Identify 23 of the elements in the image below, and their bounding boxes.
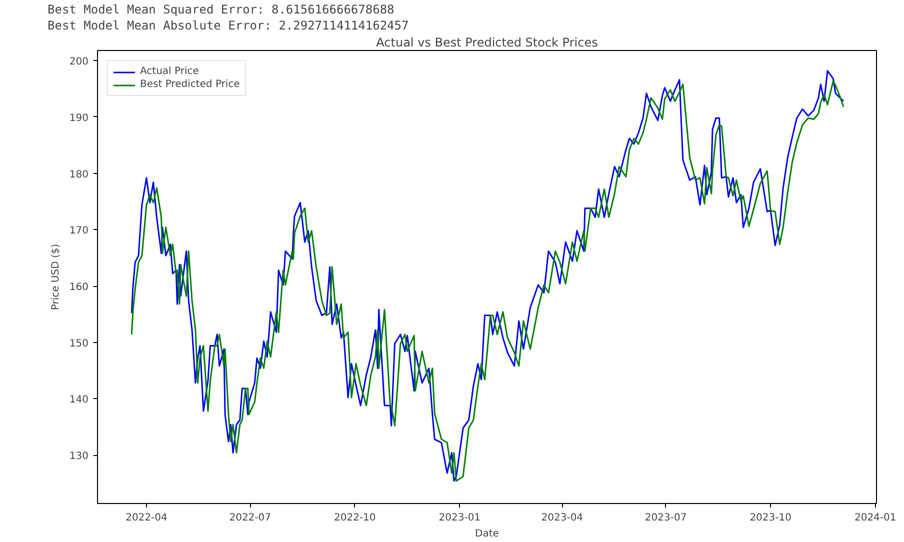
y-tick-label: 180: [69, 169, 89, 180]
y-tick-label: 200: [69, 56, 89, 68]
y-tick-label: 130: [69, 451, 89, 462]
x-tick-label: 2023-10: [750, 512, 792, 524]
y-tick-label: 160: [69, 282, 89, 294]
text: Best Model Mean Absolute Error: 2.2927114114162457: [48, 18, 409, 32]
y-tick-label: 150: [69, 338, 89, 350]
y-tick-label: 140: [69, 394, 89, 406]
legend-label: Best Predicted Price: [140, 79, 240, 90]
x-tick-label: 2023-07: [644, 512, 687, 524]
legend-label: Actual Price: [140, 66, 199, 77]
y-tick-label: 170: [69, 226, 89, 237]
x-axis-title: Date: [475, 528, 499, 540]
y-axis-title: Price USD ($): [50, 244, 62, 310]
x-tick-label: 2023-01: [438, 512, 481, 524]
x-tick-label: 2022-04: [126, 512, 168, 524]
x-tick-label: 2024-01: [854, 512, 896, 524]
y-tick-label: 190: [69, 112, 89, 124]
x-tick-label: 2022-10: [334, 512, 376, 524]
x-tick-label: 2023-04: [541, 512, 584, 524]
chart-title: Actual vs Best Predicted Stock Prices: [376, 36, 598, 50]
x-tick-label: 2022-07: [229, 512, 272, 524]
text: Best Model Mean Squared Error: 8.615616666678688: [48, 2, 394, 16]
